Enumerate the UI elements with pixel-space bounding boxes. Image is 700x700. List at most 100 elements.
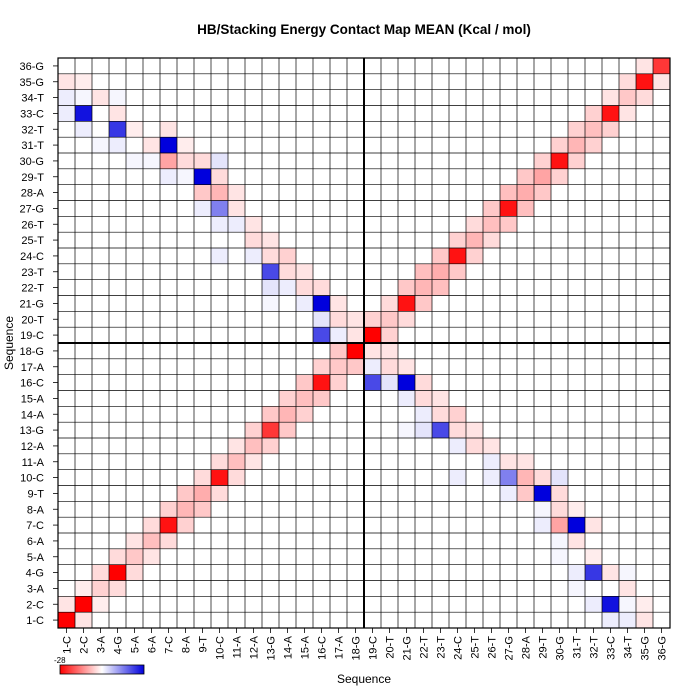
- heatmap-cell: [313, 374, 330, 391]
- y-tick-labels: 1-C 2-C 3-A 4-G 5-A 6-A 7-C 8-A 9-T 10-C 11-A 12-A 1…: [20, 61, 58, 627]
- heatmap-cell: [126, 533, 143, 549]
- y-tick-label: 6-A: [27, 536, 45, 548]
- heatmap-cell: [330, 358, 347, 375]
- heatmap-cell: [279, 406, 296, 423]
- heatmap-cell: [415, 422, 432, 438]
- heatmap-cell: [415, 279, 432, 296]
- heatmap-cell: [92, 89, 109, 106]
- x-tick-label: 34-T: [623, 636, 635, 659]
- x-tick-label: 3-A: [96, 635, 108, 653]
- x-tick-label: 24-C: [453, 636, 465, 660]
- heatmap-cell: [143, 137, 160, 153]
- heatmap-cell: [109, 121, 126, 138]
- colorbar-gradient: [59, 664, 145, 675]
- y-tick-label: 12-A: [21, 441, 45, 453]
- heatmap-cell: [432, 406, 449, 423]
- y-tick-label: 23-T: [21, 267, 44, 279]
- strand-divider: [58, 58, 670, 628]
- heatmap-cell: [636, 58, 653, 74]
- heatmap-cell: [585, 596, 602, 613]
- heatmap-cell: [551, 501, 568, 518]
- heatmap-cell: [449, 438, 466, 454]
- heatmap-cell: [432, 279, 449, 296]
- y-tick-label: 36-G: [20, 61, 44, 73]
- y-tick-label: 27-G: [20, 203, 44, 215]
- heatmap-cell: [262, 422, 279, 438]
- heatmap-cell: [449, 248, 466, 264]
- heatmap-cell: [194, 485, 211, 502]
- y-tick-label: 10-C: [20, 473, 44, 485]
- y-tick-label: 19-C: [20, 330, 44, 342]
- heatmap-cell: [75, 580, 92, 597]
- heatmap-cell: [585, 517, 602, 533]
- x-tick-label: 4-G: [113, 636, 125, 654]
- heatmap-cell: [330, 343, 347, 359]
- heatmap-cell: [466, 422, 483, 438]
- heatmap-cell: [177, 501, 194, 518]
- heatmap-cell: [585, 121, 602, 138]
- y-tick-label: 4-G: [26, 568, 44, 580]
- heatmap-cell: [602, 564, 619, 581]
- heatmap-cell: [245, 248, 262, 264]
- x-tick-labels: 1-C 2-C 3-A 4-G 5-A 6-A 7-C 8-A 9-T 10-C 11-A 12-A 1…: [62, 628, 669, 660]
- heatmap-cell: [143, 153, 160, 169]
- heatmap-cell: [568, 137, 585, 153]
- heatmap-cell: [466, 232, 483, 248]
- y-tick-label: 3-A: [27, 583, 45, 595]
- heatmap-cell: [551, 548, 568, 565]
- heatmap-cell: [500, 216, 517, 233]
- heatmap-cell: [551, 153, 568, 169]
- x-tick-label: 33-C: [606, 636, 618, 660]
- heatmap-cell: [500, 485, 517, 502]
- heatmap-cell: [279, 248, 296, 264]
- y-tick-label: 14-A: [21, 409, 45, 421]
- y-tick-label: 33-C: [20, 108, 44, 120]
- y-tick-label: 28-A: [21, 188, 45, 200]
- x-tick-label: 8-A: [181, 635, 193, 653]
- x-tick-label: 19-C: [368, 636, 380, 660]
- heatmap-cell: [483, 200, 500, 217]
- y-tick-label: 2-C: [26, 599, 44, 611]
- x-tick-label: 13-G: [266, 636, 278, 660]
- heatmap-cell: [279, 422, 296, 438]
- heatmap-cell: [262, 232, 279, 248]
- y-tick-label: 24-C: [20, 251, 44, 263]
- heatmap-cell: [619, 596, 636, 613]
- y-tick-label: 9-T: [28, 488, 45, 500]
- x-tick-label: 1-C: [62, 636, 74, 654]
- heatmap-cell: [432, 422, 449, 438]
- heatmap-cell: [483, 469, 500, 486]
- x-tick-label: 23-T: [436, 636, 448, 659]
- heatmap-cell: [534, 153, 551, 169]
- heatmap-cell: [177, 485, 194, 502]
- heatmap-cell: [585, 105, 602, 122]
- heatmap-cell: [92, 137, 109, 153]
- heatmap-cell: [483, 216, 500, 233]
- x-tick-label: 25-T: [470, 636, 482, 659]
- heatmap-cell: [449, 232, 466, 248]
- heatmap-cell: [279, 390, 296, 407]
- heatmap-cell: [228, 184, 245, 201]
- heatmap-cell: [449, 406, 466, 423]
- x-tick-label: 27-G: [504, 636, 516, 660]
- y-tick-label: 25-T: [21, 235, 44, 247]
- heatmap-cell: [415, 295, 432, 312]
- heatmap-cell: [296, 374, 313, 391]
- x-tick-label: 30-G: [555, 636, 567, 660]
- y-tick-label: 16-C: [20, 378, 44, 390]
- heatmap-cells: [58, 58, 670, 628]
- heatmap-cell: [585, 137, 602, 153]
- heatmap-cell: [364, 311, 381, 328]
- heatmap-cell: [364, 358, 381, 375]
- heatmap-cell: [75, 89, 92, 106]
- heatmap-cell: [636, 612, 653, 628]
- heatmap-cell: [160, 153, 177, 169]
- heatmap-cell: [126, 548, 143, 565]
- heatmap-cell: [160, 121, 177, 138]
- heatmap-cell: [211, 184, 228, 201]
- y-tick-label: 29-T: [21, 172, 44, 184]
- x-tick-label: 9-T: [198, 636, 210, 653]
- colorbar-min-label: -28: [54, 656, 66, 665]
- heatmap-cell: [602, 105, 619, 122]
- y-tick-label: 5-A: [27, 552, 45, 564]
